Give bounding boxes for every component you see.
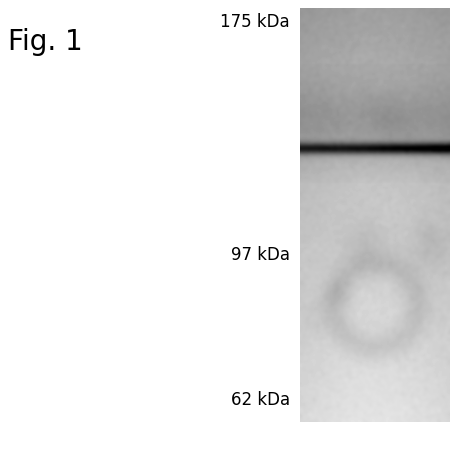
Text: 62 kDa: 62 kDa	[231, 391, 290, 409]
Text: 97 kDa: 97 kDa	[231, 246, 290, 264]
Text: Fig. 1: Fig. 1	[8, 28, 83, 56]
Text: 175 kDa: 175 kDa	[220, 13, 290, 31]
